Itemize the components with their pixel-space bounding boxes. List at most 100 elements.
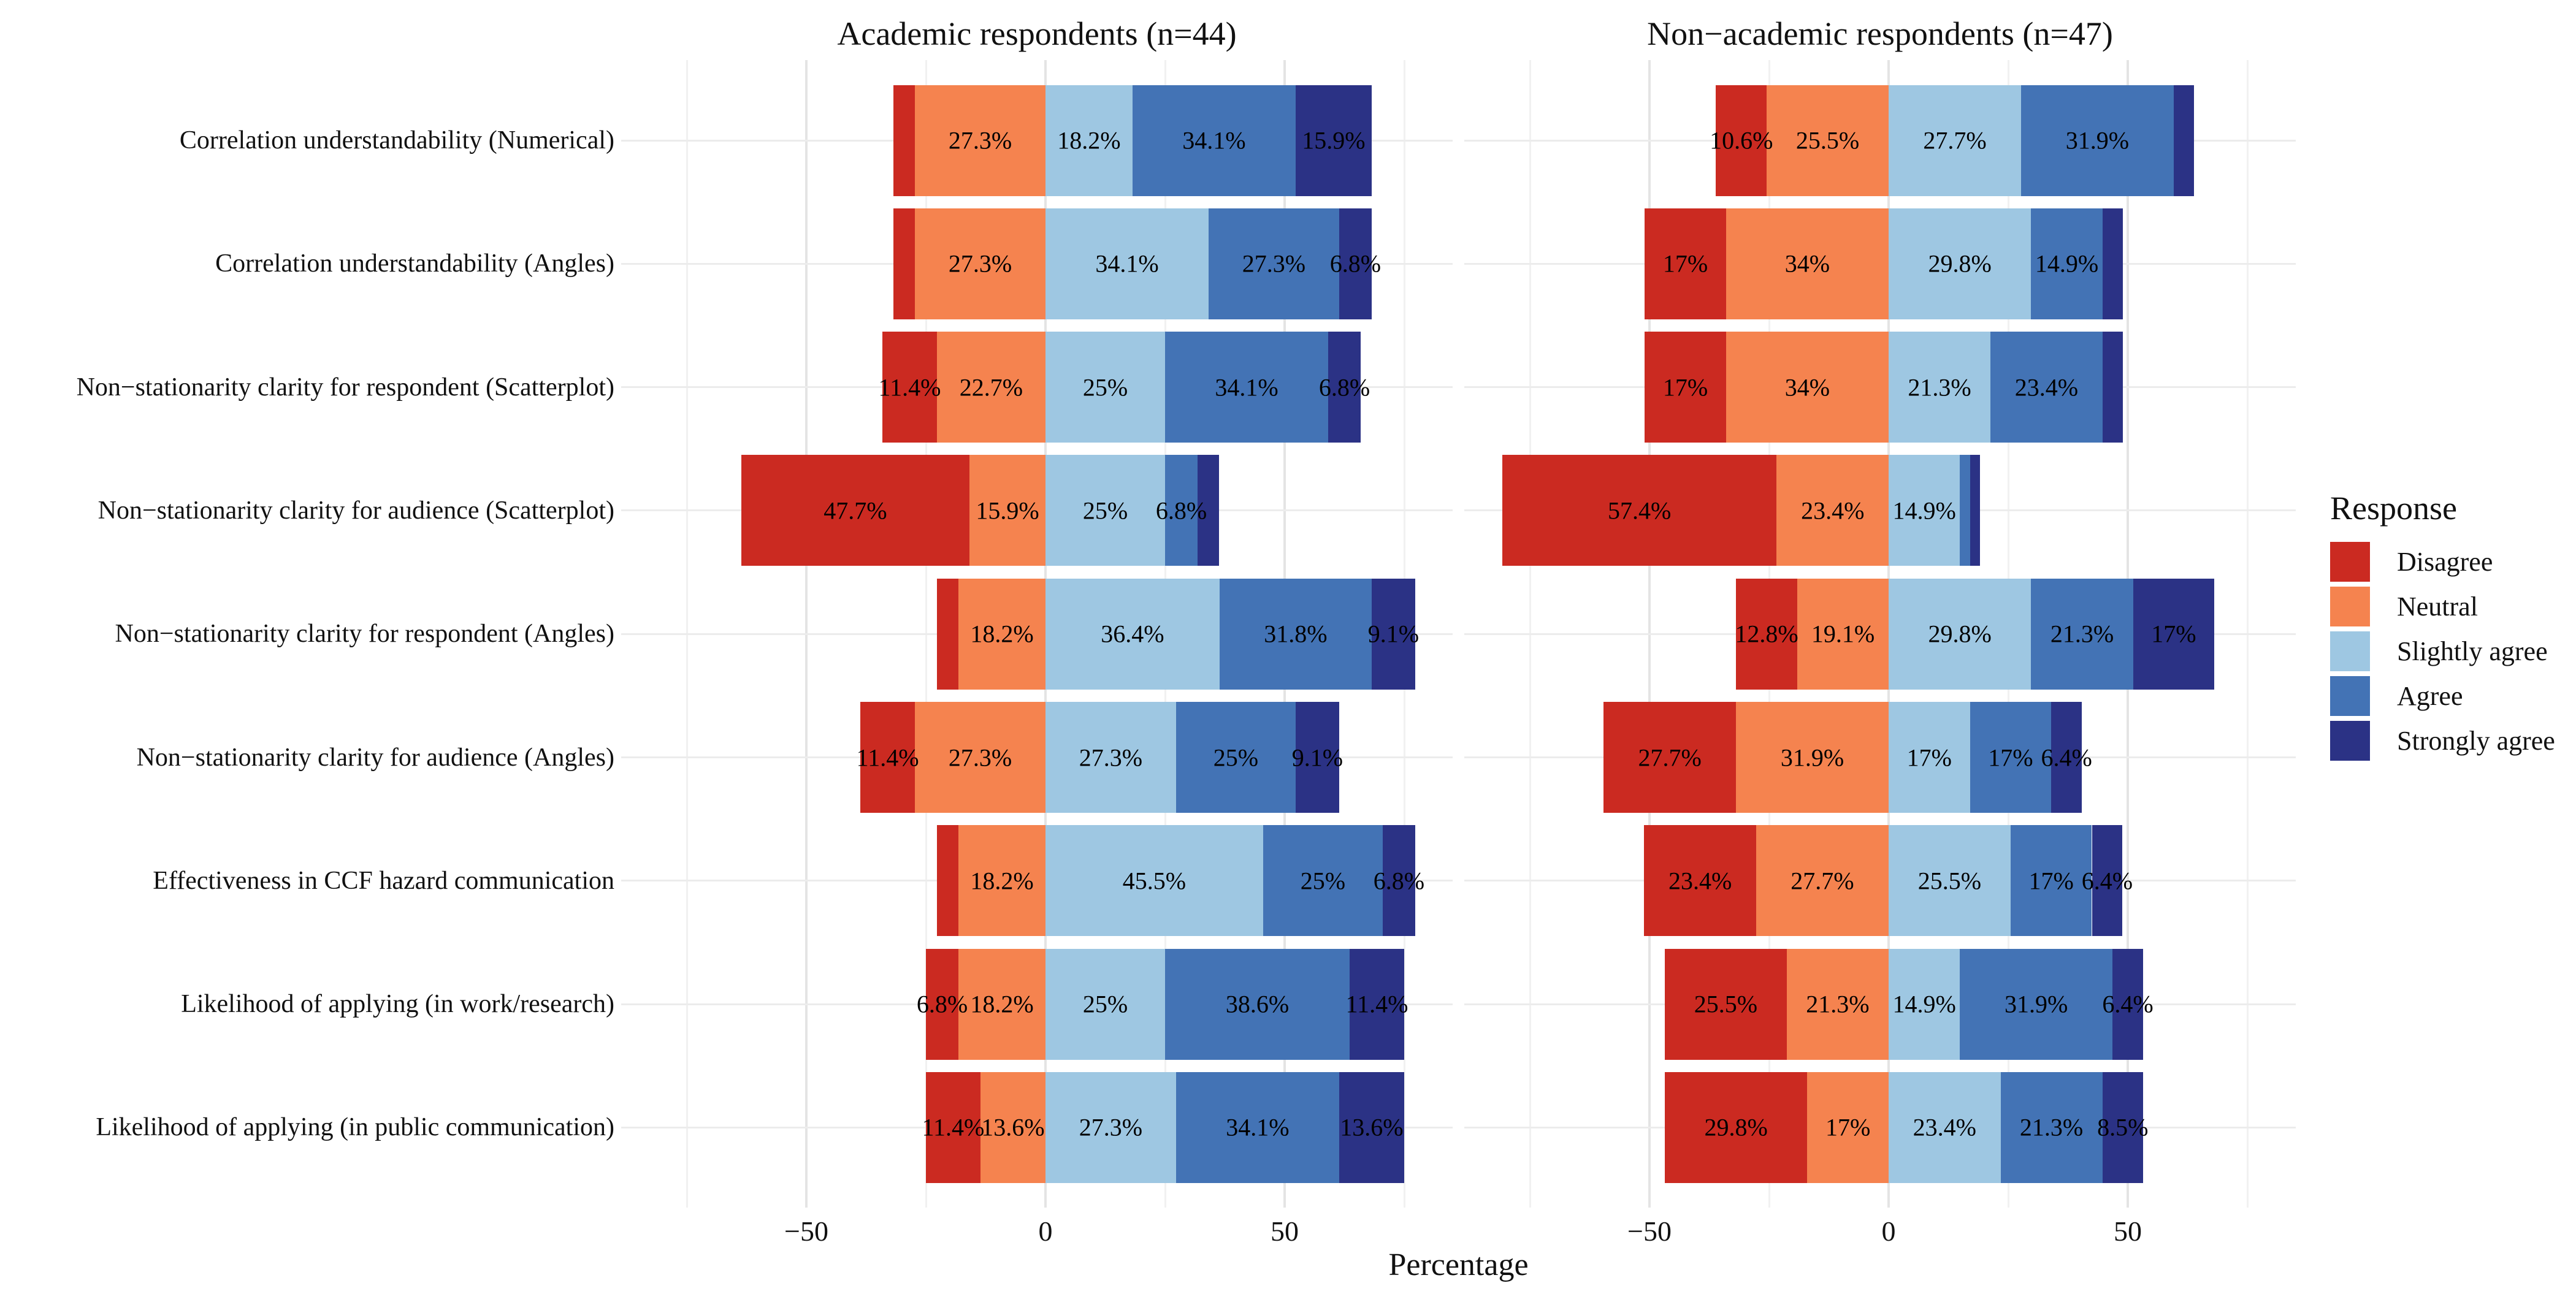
bar-segment — [2102, 1071, 2143, 1183]
bar-value-label: 27.3% — [948, 249, 1012, 278]
y-axis-label: Effectiveness in CCF hazard communicatio… — [153, 866, 614, 895]
bar-segment — [2021, 85, 2174, 196]
bar-segment — [1263, 825, 1383, 937]
y-axis-label: Non−stationarity clarity for audience (S… — [97, 496, 614, 525]
legend-item-label: Agree — [2397, 681, 2463, 711]
bar-segment — [1889, 208, 2031, 319]
bar-value-label: 6.4% — [2041, 744, 2092, 771]
bar-segment — [1219, 578, 1372, 690]
bar-segment — [2133, 578, 2215, 690]
bar-value-label: 10.6% — [1710, 126, 1773, 154]
bar-segment — [1889, 948, 1960, 1060]
bar-segment — [1807, 1071, 1889, 1183]
bar-segment — [926, 948, 959, 1060]
bar-segment — [1350, 948, 1404, 1060]
bar-segment — [936, 578, 959, 690]
legend-item-label: Neutral — [2397, 592, 2478, 622]
legend-items: Disagree Neutral Slightly agree Agree Strong… — [2330, 542, 2555, 761]
bar-value-label: 31.9% — [2065, 126, 2130, 154]
bar-segment — [1756, 825, 1889, 937]
bar-value-label: 11.4% — [856, 744, 919, 771]
bar-value-label: 17% — [1988, 744, 2033, 771]
bar-value-label: 38.6% — [1225, 990, 1290, 1018]
x-tick-label: −50 — [784, 1216, 828, 1247]
bar-segment — [1132, 85, 1296, 196]
bar-value-label: 34.1% — [1215, 373, 1278, 402]
bar-segment — [1664, 948, 1787, 1060]
bar-segment — [1045, 1071, 1176, 1183]
legend-item-label: Slightly agree — [2397, 636, 2548, 666]
bar-value-label: 23.4% — [1801, 497, 1865, 525]
legend-swatch — [2330, 631, 2370, 671]
bar-value-label: 34.1% — [1182, 126, 1246, 154]
bar-segment — [1960, 948, 2113, 1060]
panel-non-academic: 10.6% 25.5% 27.7% 31.9% 17% 34% 29.8% 14.9% 17% 3… — [1464, 60, 2296, 1208]
bar-value-label: 6.8% — [1329, 249, 1382, 278]
legend-item-label: Strongly agree — [2397, 726, 2555, 756]
bar-value-label: 25.5% — [1795, 126, 1860, 154]
bar-value-label: 11.4% — [878, 373, 941, 402]
panel-academic: 27.3% 18.2% 34.1% 15.9% 27.3% 34.1% 27.3% 6.8% 1… — [621, 60, 1453, 1208]
bar-segment — [1328, 332, 1361, 443]
bar-segment — [1645, 208, 1726, 319]
panel-title-non-academic: Non−academic respondents (n=47) — [1647, 15, 2113, 52]
bar-value-label: 22.7% — [959, 373, 1023, 402]
bar-segment — [1970, 702, 2052, 813]
bar-segment — [1295, 85, 1372, 196]
bar-segment — [1889, 455, 1960, 566]
bar-segment — [893, 208, 915, 319]
bar-value-label: 31.9% — [1780, 744, 1844, 771]
bar-value-label: 15.9% — [1302, 126, 1366, 154]
bar-value-label: 21.3% — [2019, 1113, 2084, 1141]
bar-value-label: 18.2% — [1057, 126, 1121, 154]
bar-segment — [1889, 702, 1970, 813]
bar-segment — [936, 825, 959, 937]
bar-segment — [1767, 85, 1889, 196]
x-axis-title: Percentage — [1388, 1247, 1529, 1282]
legend-swatch — [2330, 587, 2370, 626]
bar-value-label: 18.2% — [970, 990, 1034, 1018]
x-tick-label: −50 — [1627, 1216, 1672, 1247]
bar-segment — [980, 1071, 1045, 1183]
x-tick-label: 0 — [1881, 1216, 1896, 1247]
bar-segment — [1644, 825, 1756, 937]
bar-segment — [2092, 825, 2123, 937]
bar-segment — [1726, 208, 1889, 319]
bar-segment — [1990, 332, 2103, 443]
bar-value-label: 25% — [1300, 867, 1346, 895]
bar-segment — [2010, 825, 2092, 937]
bar-segment — [915, 208, 1045, 319]
bar-value-label: 21.3% — [2050, 620, 2114, 648]
bar-segment — [1165, 332, 1328, 443]
legend: Response Disagree Neutral Slightly agree Ag… — [2330, 489, 2555, 766]
bar-value-label: 14.9% — [1892, 990, 1956, 1018]
bar-segment — [1970, 455, 1980, 566]
bar-value-label: 15.9% — [976, 497, 1039, 525]
bar-segment — [1339, 208, 1372, 319]
bar-segment — [1786, 948, 1889, 1060]
legend-item: Neutral — [2330, 587, 2555, 626]
bar-segment — [1736, 578, 1797, 690]
bar-segment — [1045, 825, 1263, 937]
x-tick-label: 50 — [1271, 1216, 1299, 1247]
bar-segment — [893, 85, 915, 196]
bar-segment — [1045, 208, 1209, 319]
bar-value-label: 27.3% — [1079, 1113, 1143, 1141]
legend-item: Disagree — [2330, 542, 2555, 582]
bar-value-label: 27.3% — [1242, 249, 1306, 278]
bar-segment — [2102, 332, 2123, 443]
legend-item: Slightly agree — [2330, 631, 2555, 671]
panel-title-academic: Academic respondents (n=44) — [837, 15, 1237, 52]
bar-value-label: 17% — [2028, 867, 2074, 895]
bar-segment — [1175, 702, 1296, 813]
bar-value-label: 9.1% — [1367, 620, 1420, 648]
bar-segment — [1045, 332, 1165, 443]
bar-value-label: 17% — [1825, 1113, 1871, 1141]
bar-value-label: 25% — [1082, 373, 1128, 402]
bar-value-label: 6.8% — [916, 990, 968, 1018]
bar-segment — [1776, 455, 1889, 566]
bar-segment — [1889, 825, 2011, 937]
bar-value-label: 25% — [1213, 744, 1259, 771]
bar-value-label: 18.2% — [970, 620, 1034, 648]
